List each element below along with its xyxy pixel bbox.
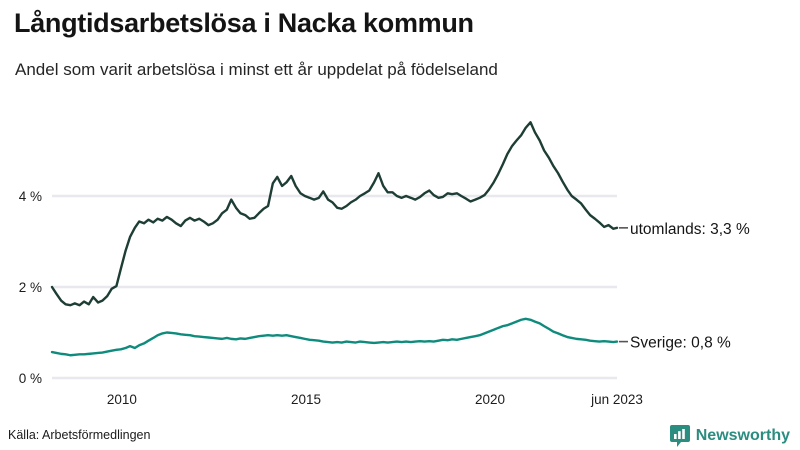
logo-text: Newsworthy bbox=[695, 427, 790, 444]
x-tick-label: 2015 bbox=[291, 392, 321, 407]
series-line-utomlands bbox=[50, 121, 619, 307]
x-tick-label: jun 2023 bbox=[590, 392, 643, 407]
series-label-sverige: Sverige: 0,8 % bbox=[630, 335, 731, 352]
page-title: Långtidsarbetslösa i Nacka kommun bbox=[14, 8, 474, 38]
source-note: Källa: Arbetsförmedlingen bbox=[8, 428, 151, 442]
x-tick-label: 2020 bbox=[475, 392, 505, 407]
y-axis-tick-labels: 0 % 2 % 4 % bbox=[19, 189, 42, 386]
series-line-sverige bbox=[50, 317, 619, 357]
y-tick-label: 0 % bbox=[19, 371, 42, 386]
page-subtitle: Andel som varit arbetslösa i minst ett å… bbox=[15, 60, 498, 79]
gridlines bbox=[52, 194, 617, 380]
y-tick-label: 4 % bbox=[19, 189, 42, 204]
x-tick-label: 2010 bbox=[107, 392, 137, 407]
newsworthy-logo[interactable]: Newsworthy bbox=[669, 425, 790, 447]
y-tick-label: 2 % bbox=[19, 280, 42, 295]
bar-chart-icon bbox=[669, 425, 690, 447]
x-axis-tick-labels: 2010 2015 2020 jun 2023 bbox=[107, 392, 643, 407]
series-label-utomlands: utomlands: 3,3 % bbox=[630, 221, 750, 238]
series-labels: utomlands: 3,3 % Sverige: 0,8 % bbox=[619, 221, 750, 352]
series-lines bbox=[50, 121, 619, 357]
